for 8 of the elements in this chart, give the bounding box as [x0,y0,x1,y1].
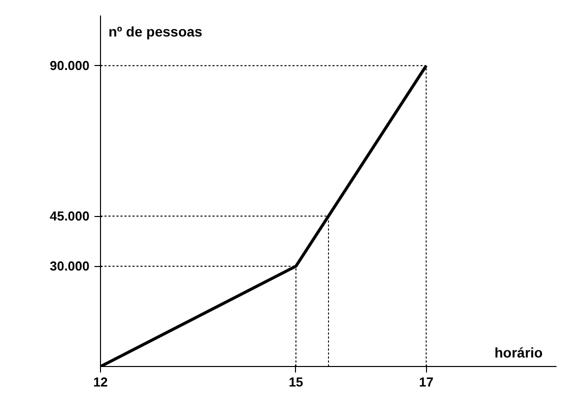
y-tick-label: 45.000 [50,208,90,224]
y-tick-label: 90.000 [50,58,90,74]
x-axis-title: horário [494,344,543,360]
y-tick-label: 30.000 [50,258,90,274]
x-tick-label: 12 [93,374,108,390]
y-axis-title: nº de pessoas [108,24,203,40]
x-tick-label: 15 [288,374,304,390]
x-tick-label: 17 [418,374,434,390]
